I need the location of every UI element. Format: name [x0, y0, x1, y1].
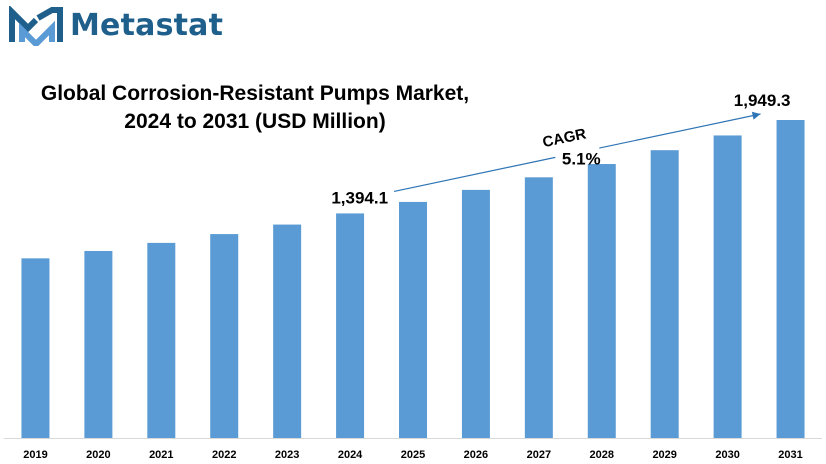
x-tick-label-2025: 2025: [401, 449, 425, 461]
end-value-label: 1,949.3: [734, 91, 791, 110]
chart-title-line-1: Global Corrosion-Resistant Pumps Market,: [40, 82, 470, 105]
x-tick-label-2029: 2029: [652, 449, 676, 461]
bar-2019: [21, 258, 50, 438]
x-tick-label-2028: 2028: [590, 449, 614, 461]
x-tick-label-2024: 2024: [338, 449, 363, 461]
x-tick-label-2027: 2027: [527, 449, 551, 461]
chart-title: Global Corrosion-Resistant Pumps Market,…: [20, 80, 490, 136]
bar-2031: [776, 120, 805, 438]
growth-arrow-segment-1: [393, 156, 556, 193]
x-tick-label-2023: 2023: [275, 449, 299, 461]
bar-2026: [461, 189, 490, 438]
cagr-title: CAGR: [541, 125, 588, 151]
bar-series: [21, 120, 805, 438]
x-tick-label-2021: 2021: [149, 449, 173, 461]
growth-arrow-segment-2: [599, 113, 761, 149]
x-tick-label-2026: 2026: [464, 449, 488, 461]
start-value-label: 1,394.1: [331, 188, 388, 207]
bar-2028: [587, 164, 616, 438]
bar-2025: [399, 201, 427, 438]
x-axis-ticks: 2019 2020 2021 2022 2023 2024 2025 2026 2027 2028…: [23, 449, 803, 461]
x-tick-label-2022: 2022: [212, 449, 236, 461]
bar-2023: [273, 224, 302, 438]
brand-logo: Metastat: [8, 6, 223, 46]
bar-2027: [524, 177, 553, 438]
bar-2029: [650, 150, 679, 438]
bar-2022: [210, 234, 239, 438]
x-tick-label-2020: 2020: [86, 449, 110, 461]
cagr-value: 5.1%: [562, 150, 601, 169]
growth-arrow-head: [751, 111, 761, 120]
bar-2030: [713, 135, 742, 438]
bar-2021: [147, 242, 176, 438]
chart-title-line-2: 2024 to 2031 (USD Million): [124, 110, 386, 133]
bar-2024: [336, 213, 365, 438]
bar-2020: [84, 250, 113, 438]
m-logo-icon: [9, 6, 63, 46]
brand-name: Metastat: [70, 8, 224, 43]
x-tick-label-2031: 2031: [778, 449, 802, 461]
x-tick-label-2019: 2019: [23, 449, 47, 461]
x-tick-label-2030: 2030: [715, 449, 739, 461]
